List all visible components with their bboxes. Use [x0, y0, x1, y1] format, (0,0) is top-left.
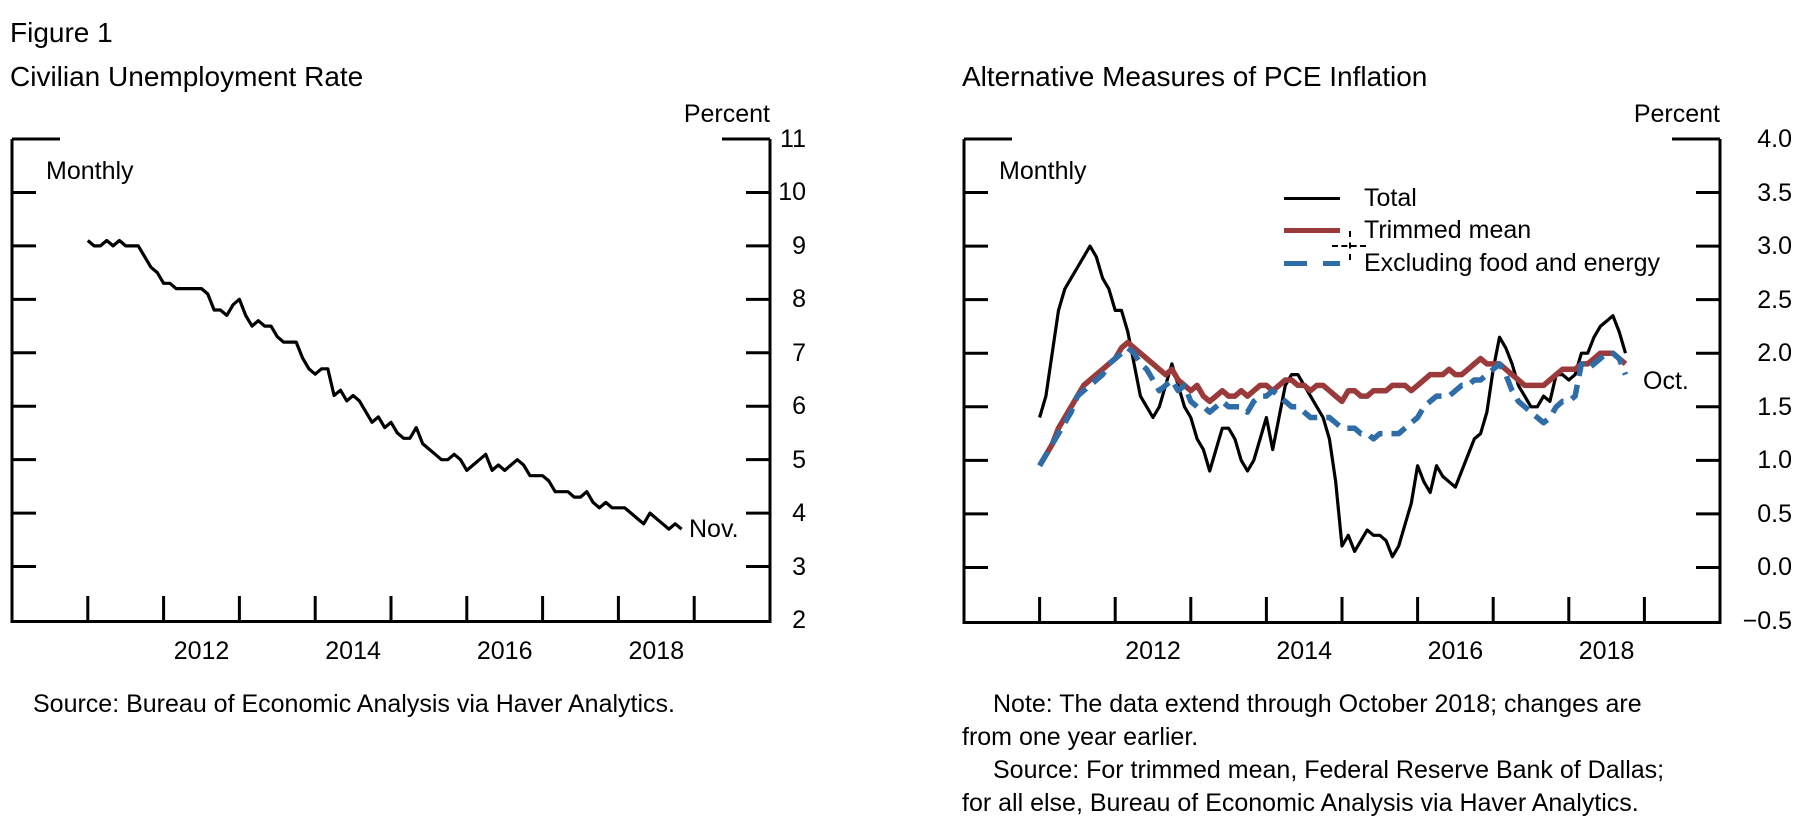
core-line-swatch — [1284, 260, 1340, 267]
legend-item-trimmed-mean: Trimmed mean — [1284, 214, 1531, 247]
total-line — [1038, 244, 1628, 559]
pce-inflation-chart-y-tick-label: 4.0 — [1757, 125, 1792, 153]
right-chart-note-line-2: from one year earlier. — [962, 723, 1199, 751]
trimmed_mean-line — [1037, 339, 1628, 468]
pce-inflation-chart-y-tick-label: 2.0 — [1757, 339, 1792, 368]
pce-inflation-chart-y-tick-label: 0.0 — [1757, 553, 1792, 582]
unemployment-chart-year-label: 2014 — [325, 637, 381, 665]
pce-inflation-chart-y-tick-label: 1.0 — [1757, 446, 1792, 475]
right-chart-frequency-label: Monthly — [999, 157, 1087, 185]
unemployment-chart-y-tick-label: 8 — [792, 285, 806, 314]
unemployment-chart-y-tick-label: 7 — [792, 338, 806, 367]
trimmed-mean-line-swatch — [1284, 227, 1340, 234]
unemployment-chart-y-tick-label: 6 — [792, 392, 806, 421]
right-chart-title: Alternative Measures of PCE Inflation — [962, 61, 1428, 92]
unemployment-chart-y-tick-label: 2 — [792, 606, 806, 634]
right-chart-source-line-1: Source: For trimmed mean, Federal Reserv… — [993, 756, 1665, 784]
unemployment-chart-year-label: 2012 — [173, 637, 230, 665]
pce-inflation-chart-y-tick-label: 3.5 — [1757, 178, 1792, 207]
legend-label-total: Total — [1364, 184, 1417, 212]
unemployment-chart-y-tick-label: 5 — [792, 445, 806, 474]
unemployment-chart-y-tick-label: 10 — [778, 178, 806, 207]
pce-inflation-chart-y-tick-label: 0.5 — [1757, 499, 1792, 528]
pce-inflation-chart-y-tick-label: −0.5 — [1742, 607, 1792, 635]
left-chart-unit-label: Percent — [683, 100, 770, 128]
pce-inflation-chart-y-tick-label: 1.5 — [1757, 392, 1792, 421]
pce-inflation-chart-year-label: 2012 — [1125, 637, 1181, 665]
pce-inflation-chart-year-label: 2018 — [1578, 637, 1635, 665]
left-chart-source: Source: Bureau of Economic Analysis via … — [33, 690, 675, 718]
left-chart-end-label: Nov. — [689, 515, 739, 543]
core-line — [1037, 345, 1629, 468]
pce-inflation-chart-year-label: 2016 — [1427, 637, 1484, 665]
figure-number: Figure 1 — [10, 17, 113, 48]
unemployment-chart-y-tick-label: 4 — [792, 499, 806, 528]
unemployment-chart-y-tick-label: 11 — [780, 125, 806, 153]
unemployment-chart-year-label: 2016 — [476, 637, 533, 665]
right-chart-end-label: Oct. — [1643, 367, 1689, 395]
total-line-swatch — [1284, 196, 1340, 201]
unemployment-chart-y-tick-label: 9 — [792, 231, 806, 260]
left-chart-frequency-label: Monthly — [46, 157, 134, 185]
unemployment-chart-y-tick-label: 3 — [792, 552, 806, 581]
unemployment-chart-year-label: 2018 — [628, 637, 685, 665]
pce-inflation-chart-year-label: 2014 — [1276, 637, 1332, 665]
left-chart-title: Civilian Unemployment Rate — [10, 61, 364, 92]
cursor-crosshair-artifact — [1349, 231, 1351, 260]
right-chart-unit-label: Percent — [1633, 100, 1720, 128]
pce-inflation-chart-y-tick-label: 2.5 — [1757, 285, 1792, 314]
legend-item-core: Excluding food and energy — [1284, 247, 1660, 280]
unemployment-line — [86, 238, 683, 531]
pce-inflation-chart-y-tick-label: 3.0 — [1757, 232, 1792, 261]
right-chart-source-line-2: for all else, Bureau of Economic Analysi… — [962, 789, 1639, 817]
legend-label-trimmed-mean: Trimmed mean — [1364, 216, 1532, 244]
right-chart-note-line-1: Note: The data extend through October 20… — [993, 690, 1642, 718]
legend-item-total: Total — [1284, 182, 1417, 215]
legend-label-core: Excluding food and energy — [1364, 249, 1661, 277]
